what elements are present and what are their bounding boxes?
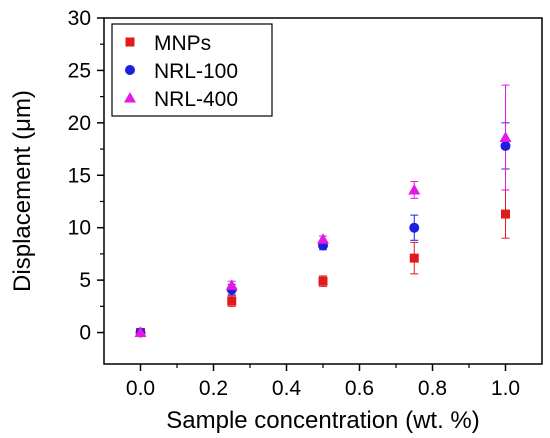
data-point-nrl-400 (134, 326, 147, 338)
x-tick-label: 0.6 (345, 377, 374, 400)
y-tick-label: 25 (68, 59, 91, 82)
y-tick-label: 30 (68, 7, 91, 30)
y-tick-label: 10 (68, 217, 91, 240)
data-point-nrl-400 (499, 131, 512, 143)
error-bars (136, 84, 510, 336)
data-point-mnps (409, 253, 419, 263)
data-point-mnps (501, 209, 510, 219)
data-point-nrl-100 (409, 222, 420, 233)
data-markers (134, 131, 512, 338)
data-point-nrl-400 (317, 233, 329, 244)
x-tick-label: 1.0 (491, 377, 520, 400)
legend-marker-mnps (125, 37, 135, 47)
legend-label-nrl-100: NRL-100 (154, 60, 238, 83)
data-point-nrl-400 (408, 183, 421, 195)
y-tick-label: 15 (68, 164, 91, 187)
axes: 0.0 0.2 0.4 0.6 0.8 1.0 0 5 10 15 20 25 30 (68, 7, 520, 400)
y-axis-title: Displacement (μm) (9, 90, 36, 292)
x-tick-label: 0.8 (418, 377, 447, 400)
x-tick-label: 0.2 (199, 377, 228, 400)
data-point-nrl-400 (225, 279, 238, 290)
data-point-mnps (227, 296, 237, 306)
legend-label-mnps: MNPs (154, 32, 211, 55)
x-axis-title: Sample concentration (wt. %) (166, 407, 479, 434)
data-point-nrl-100 (500, 140, 511, 151)
legend-marker-nrl-100 (125, 65, 135, 75)
legend-marker-nrl-400 (124, 92, 136, 103)
y-tick-label: 0 (79, 322, 91, 345)
data-point-mnps (318, 276, 328, 286)
x-tick-label: 0.4 (272, 377, 302, 400)
x-tick-label: 0.0 (126, 377, 155, 400)
y-tick-label: 20 (68, 112, 91, 135)
legend-box (111, 23, 273, 117)
legend: MNPs NRL-100 NRL-400 (111, 23, 273, 117)
y-tick-label: 5 (79, 269, 91, 292)
legend-label-nrl-400: NRL-400 (154, 88, 238, 111)
